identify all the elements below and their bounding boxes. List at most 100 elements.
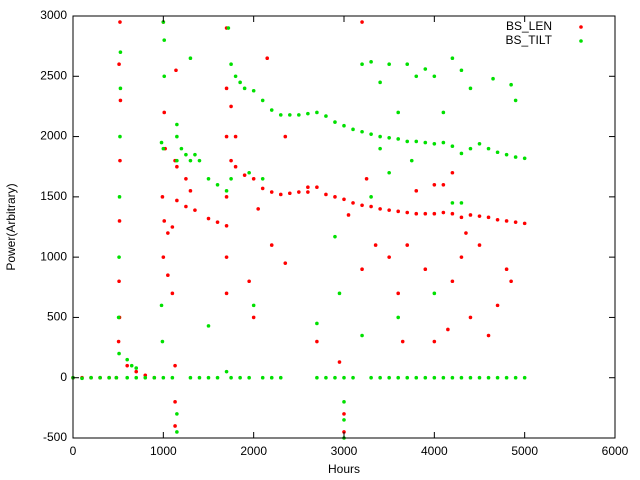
point <box>468 213 473 217</box>
point <box>369 204 373 209</box>
point <box>224 195 229 199</box>
point <box>242 86 247 91</box>
point <box>513 220 518 224</box>
point <box>160 195 165 199</box>
point <box>206 324 211 328</box>
point <box>197 158 202 163</box>
point <box>333 120 337 124</box>
point <box>432 183 437 187</box>
point <box>269 243 274 247</box>
point <box>450 170 455 175</box>
point <box>175 198 179 203</box>
point <box>238 375 242 380</box>
point <box>342 400 346 404</box>
point <box>260 176 265 181</box>
point <box>468 146 473 151</box>
point <box>441 140 446 145</box>
point <box>369 195 373 199</box>
point <box>369 60 373 64</box>
point <box>269 375 274 380</box>
point <box>161 255 166 259</box>
point <box>184 176 188 181</box>
legend-marker <box>579 39 583 43</box>
point <box>315 375 319 380</box>
point <box>486 215 491 220</box>
point <box>170 291 175 296</box>
y-tick-label: 500 <box>47 310 67 324</box>
point <box>468 315 473 320</box>
point <box>409 158 414 163</box>
point <box>324 114 328 118</box>
point <box>206 216 211 221</box>
point <box>251 88 256 93</box>
point <box>306 190 310 194</box>
point <box>486 333 491 338</box>
point <box>162 74 167 79</box>
y-axis-label: Power(Arbitrary) <box>4 183 18 270</box>
point <box>414 375 419 380</box>
point <box>206 176 211 181</box>
point <box>188 56 193 60</box>
point <box>229 104 233 109</box>
point <box>360 62 364 67</box>
point <box>188 158 193 163</box>
legend-label: BS_LEN <box>506 19 552 33</box>
point <box>269 108 274 112</box>
point <box>260 375 265 380</box>
point <box>405 210 410 215</box>
point <box>360 267 364 272</box>
x-tick-label: 6000 <box>602 444 629 458</box>
point <box>116 315 121 320</box>
point <box>247 375 251 380</box>
point <box>387 208 391 212</box>
point <box>170 225 175 229</box>
point <box>324 192 328 197</box>
point <box>423 67 428 71</box>
point <box>134 369 139 374</box>
point <box>396 315 401 320</box>
point <box>117 351 121 356</box>
point <box>432 211 437 216</box>
point <box>117 279 121 284</box>
point <box>184 204 188 209</box>
point <box>432 142 437 146</box>
point <box>337 291 342 296</box>
point <box>166 273 170 278</box>
point <box>206 375 211 380</box>
point <box>224 134 229 139</box>
point <box>342 412 346 416</box>
point <box>396 209 401 214</box>
point <box>188 375 193 380</box>
point <box>509 279 513 284</box>
point <box>378 134 382 139</box>
point <box>504 219 509 223</box>
point <box>184 152 188 157</box>
point <box>247 279 251 284</box>
point <box>224 255 229 259</box>
legend-label: BS_TILT <box>506 33 553 47</box>
point <box>369 132 373 136</box>
point <box>283 261 288 265</box>
point <box>351 201 355 205</box>
point <box>396 291 401 296</box>
point <box>333 195 337 199</box>
x-axis-label: Hours <box>328 462 360 476</box>
point <box>315 110 319 115</box>
point <box>324 375 328 380</box>
point <box>162 38 167 42</box>
point <box>405 139 410 144</box>
point <box>118 50 123 54</box>
point <box>387 135 391 140</box>
point <box>373 243 378 247</box>
point <box>233 164 238 169</box>
point <box>459 68 464 73</box>
point <box>364 176 369 181</box>
point <box>265 56 270 60</box>
point <box>179 146 184 151</box>
point <box>491 76 495 81</box>
point <box>360 129 364 134</box>
x-tick-label: 0 <box>70 444 77 458</box>
point <box>360 203 364 208</box>
